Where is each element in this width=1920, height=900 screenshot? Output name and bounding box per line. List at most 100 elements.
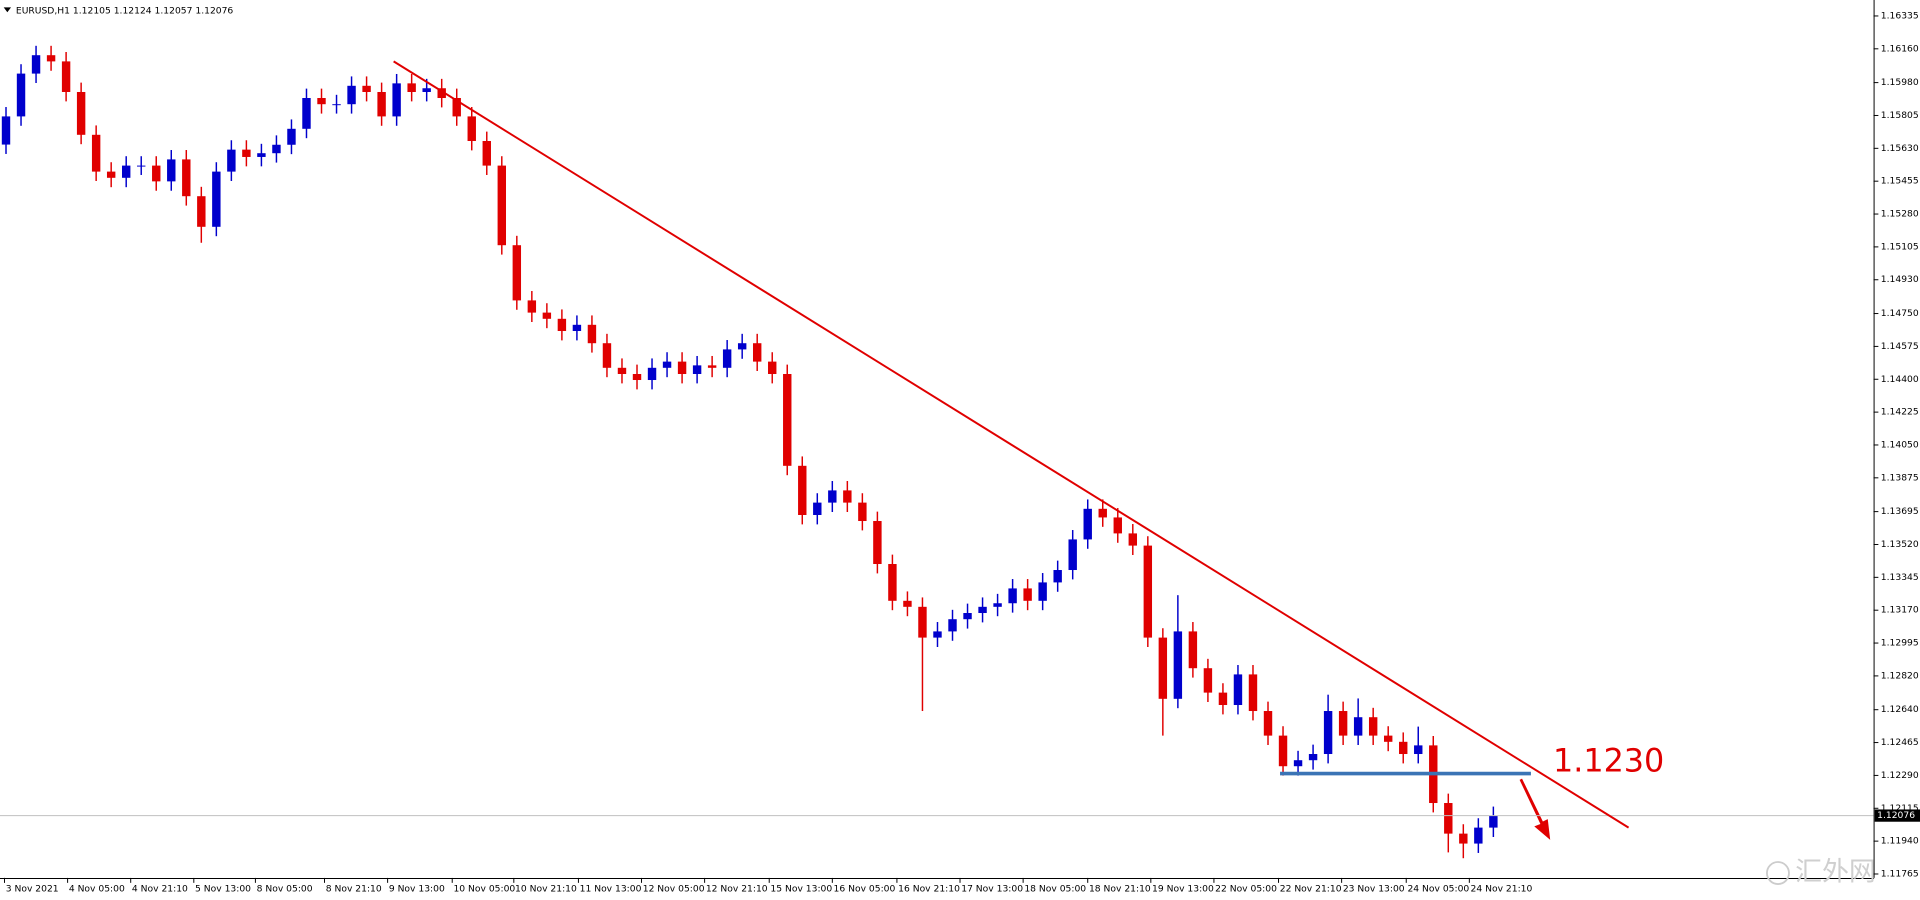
- candle-body: [91, 134, 101, 172]
- candle-body: [197, 196, 206, 227]
- candle-body: [227, 149, 236, 172]
- candle-body: [1278, 735, 1288, 767]
- candle-body: [1038, 582, 1047, 601]
- candle-body: [722, 349, 732, 368]
- y-tick-label: 1.15455: [1881, 176, 1919, 187]
- candle-body: [362, 85, 371, 92]
- candle-body: [1383, 735, 1393, 742]
- candle-body: [813, 502, 822, 516]
- candle-body: [617, 367, 627, 375]
- y-tick-label: 1.14930: [1881, 274, 1919, 285]
- x-tick-label: 11 Nov 13:00: [580, 883, 642, 894]
- trendline: [393, 60, 1630, 829]
- candle-body: [783, 374, 792, 466]
- x-tick-label: 4 Nov 21:10: [132, 883, 188, 894]
- candle-body: [1399, 741, 1408, 755]
- candle-body: [948, 619, 957, 632]
- candle-body: [242, 149, 251, 157]
- candle-body: [1293, 760, 1303, 767]
- candle-body: [1459, 833, 1468, 844]
- y-tick-label: 1.16335: [1881, 10, 1919, 21]
- x-tick-label: 16 Nov 21:10: [898, 883, 960, 894]
- x-tick-label: 10 Nov 05:00: [453, 883, 515, 894]
- y-tick-label: 1.14750: [1881, 308, 1919, 319]
- y-tick-label: 1.15980: [1881, 77, 1919, 88]
- candle-body: [677, 361, 687, 375]
- y-tick-label: 1.12465: [1881, 737, 1919, 748]
- candle-body: [918, 606, 927, 638]
- candle-body: [632, 374, 642, 381]
- y-tick-label: 1.15630: [1881, 143, 1919, 154]
- x-tick-label: 15 Nov 13:00: [770, 883, 832, 894]
- candle-body: [737, 343, 747, 350]
- candle-body: [497, 165, 507, 246]
- candle-body: [1188, 631, 1198, 669]
- x-tick-label: 18 Nov 21:10: [1089, 883, 1151, 894]
- y-tick-label: 1.15280: [1881, 209, 1919, 220]
- candle-body: [1203, 668, 1213, 693]
- candle-body: [1083, 508, 1092, 540]
- candle-body: [1098, 508, 1107, 518]
- candle-body: [212, 171, 221, 227]
- current-price-label: 1.12076: [1877, 810, 1915, 821]
- y-tick-label: 1.16160: [1881, 43, 1919, 54]
- y-tick-label: 1.12290: [1881, 770, 1919, 781]
- candle-body: [602, 343, 612, 368]
- x-tick-label: 24 Nov 21:10: [1471, 883, 1533, 894]
- candle-body: [422, 88, 431, 92]
- candle-body: [452, 98, 461, 117]
- candle-body: [61, 61, 71, 92]
- x-tick-label: 18 Nov 05:00: [1024, 883, 1086, 894]
- candle-body: [647, 367, 657, 381]
- plot: 1.1230: [0, 45, 1874, 859]
- candle-body: [1323, 711, 1333, 755]
- x-tick-label: 5 Nov 13:00: [195, 883, 251, 894]
- candle-body: [1233, 674, 1243, 706]
- candle-body: [287, 128, 296, 145]
- candle-body: [1068, 539, 1077, 571]
- candle-body: [1248, 674, 1258, 712]
- candle-body: [257, 153, 266, 157]
- candle-body: [1218, 692, 1228, 706]
- y-tick-label: 1.15805: [1881, 110, 1919, 121]
- candle-body: [888, 564, 897, 601]
- candle-body: [1338, 711, 1348, 736]
- x-tick-label: 8 Nov 05:00: [257, 883, 313, 894]
- candle-body: [828, 490, 837, 503]
- candle-body: [1143, 545, 1153, 638]
- x-tick-label: 8 Nov 21:10: [326, 883, 382, 894]
- candle-body: [182, 159, 191, 197]
- candle-body: [31, 55, 41, 74]
- candle-body: [707, 365, 717, 368]
- candle-body: [1173, 631, 1183, 699]
- y-tick-label: 1.11765: [1881, 868, 1919, 879]
- candle-body: [1353, 717, 1363, 736]
- y-tick-label: 1.11940: [1881, 836, 1919, 847]
- candle-body: [692, 365, 702, 375]
- candle-body: [587, 324, 597, 344]
- candle-body: [1053, 570, 1062, 583]
- candle-body: [1474, 827, 1483, 844]
- watermark-icon: [1766, 861, 1790, 885]
- y-tick-label: 1.14400: [1881, 374, 1919, 385]
- x-tick-label: 4 Nov 05:00: [69, 883, 125, 894]
- x-tick-label: 10 Nov 21:10: [515, 883, 577, 894]
- x-tick-label: 3 Nov 2021: [6, 883, 59, 894]
- candle-body: [347, 85, 356, 105]
- candle-body: [1023, 588, 1032, 601]
- candle-body: [121, 165, 131, 178]
- candle-body: [527, 300, 537, 313]
- candle-body: [1308, 754, 1318, 761]
- candle-body: [467, 116, 476, 142]
- candle-body: [1128, 533, 1138, 546]
- y-tick-label: 1.13695: [1881, 506, 1919, 517]
- candle-body: [1489, 815, 1498, 828]
- y-tick-label: 1.12115: [1881, 803, 1919, 814]
- y-tick-label: 1.13170: [1881, 605, 1919, 616]
- candle-body: [76, 91, 86, 135]
- y-tick-label: 1.12640: [1881, 704, 1919, 715]
- y-tick-label: 1.13345: [1881, 572, 1919, 583]
